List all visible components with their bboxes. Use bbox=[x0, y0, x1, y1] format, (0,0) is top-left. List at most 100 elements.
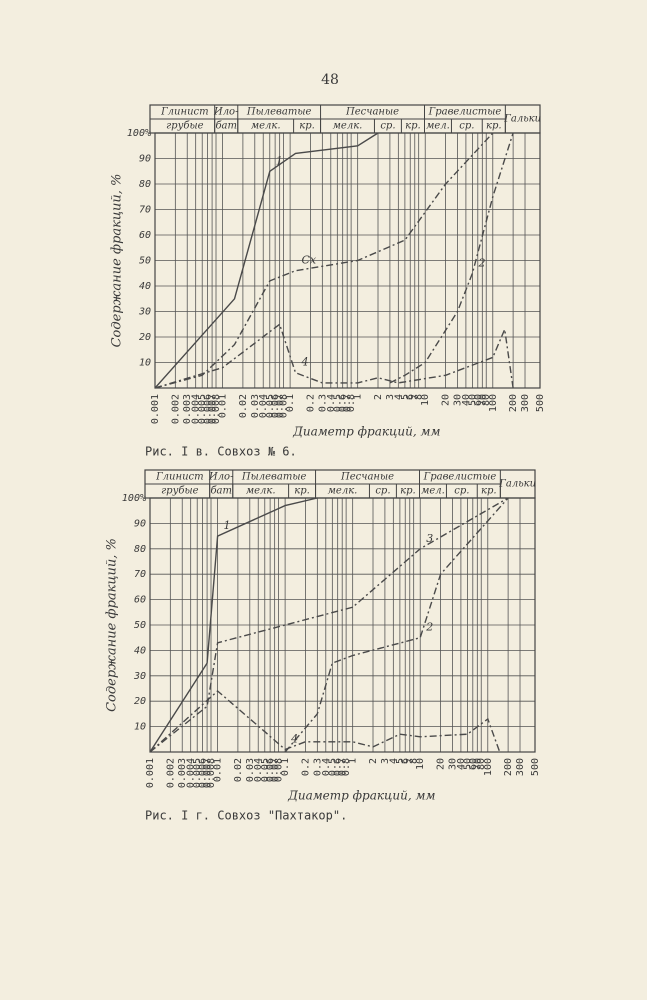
y-tick-label: 70 bbox=[134, 569, 146, 580]
x-tick-label: 0.008 bbox=[211, 394, 222, 424]
x-tick-label: 0.006 bbox=[203, 394, 214, 424]
x-tick-label: 3 bbox=[380, 758, 391, 764]
header-sub: ср. bbox=[380, 121, 395, 132]
x-tick-label: 30 bbox=[447, 758, 458, 770]
x-tick-label: 80 bbox=[481, 394, 492, 406]
x-tick-label: 0.4 bbox=[321, 758, 332, 776]
header-group: Глинист bbox=[155, 472, 204, 483]
x-tick-label: 0.006 bbox=[198, 758, 209, 788]
x-tick-label: 10 bbox=[415, 758, 426, 770]
x-tick-label: 6 bbox=[400, 758, 411, 764]
x-tick-label: 0.02 bbox=[233, 758, 244, 782]
series-label: 4 bbox=[300, 356, 308, 369]
x-tick-label: 100 bbox=[488, 394, 499, 412]
x-tick-label: 0.4 bbox=[326, 394, 337, 412]
series-line bbox=[284, 497, 509, 753]
header-sub: кр. bbox=[400, 486, 416, 497]
series-label: 3 bbox=[426, 532, 433, 545]
x-tick-label: 300 bbox=[515, 758, 526, 776]
x-tick-label: 0.06 bbox=[265, 758, 276, 782]
header-sub: кр. bbox=[481, 486, 497, 497]
x-tick-label: 0.6 bbox=[333, 758, 344, 776]
header-group: Пылеватые bbox=[246, 107, 312, 118]
series-line bbox=[149, 690, 501, 753]
x-tick-label: 8 bbox=[414, 394, 425, 400]
y-tick-label: 100% bbox=[127, 128, 151, 139]
x-tick-label: 0.007 bbox=[207, 394, 218, 424]
x-tick-label: 50 bbox=[462, 758, 473, 770]
y-tick-label: 100% bbox=[122, 493, 146, 504]
series-line bbox=[154, 132, 379, 389]
series-line bbox=[149, 497, 318, 753]
header-sub: бат bbox=[210, 486, 232, 497]
x-tick-label: 70 bbox=[472, 758, 483, 770]
x-tick-label: 0.3 bbox=[317, 394, 328, 412]
series-line bbox=[154, 132, 494, 389]
x-tick-label: 100 bbox=[483, 758, 494, 776]
x-tick-label: 200 bbox=[508, 394, 519, 412]
header-sub: мелк. bbox=[328, 486, 358, 497]
series-line bbox=[149, 497, 509, 753]
y-axis-label: Содержание фракций, % bbox=[110, 174, 125, 348]
series-label: 1 bbox=[276, 154, 283, 167]
header-sub: мелк. bbox=[246, 486, 276, 497]
x-tick-label: 6 bbox=[405, 394, 416, 400]
x-tick-label: 0.8 bbox=[341, 758, 352, 776]
x-tick-label: 0.06 bbox=[270, 394, 281, 418]
header-sub: ср. bbox=[375, 486, 390, 497]
x-tick-label: 2 bbox=[368, 758, 379, 764]
x-tick-label: 0.08 bbox=[279, 394, 290, 418]
y-tick-label: 30 bbox=[133, 671, 146, 682]
x-tick-label: 0.07 bbox=[270, 758, 281, 782]
y-tick-label: 80 bbox=[139, 179, 151, 190]
x-tick-label: 0.08 bbox=[274, 758, 285, 782]
caption: Рис. I г. Совхоз "Пахтакор". bbox=[145, 809, 347, 823]
y-tick-label: 50 bbox=[139, 256, 151, 267]
x-tick-label: 40 bbox=[456, 758, 467, 770]
y-tick-label: 60 bbox=[134, 595, 146, 606]
x-tick-label: 0.2 bbox=[305, 394, 316, 412]
series-label: 4 bbox=[290, 732, 298, 745]
x-tick-label: 0.6 bbox=[338, 394, 349, 412]
x-tick-label: 0.004 bbox=[191, 394, 202, 424]
plot-frame bbox=[149, 497, 536, 753]
x-tick-label: 0.7 bbox=[342, 394, 353, 412]
y-tick-label: 50 bbox=[134, 620, 146, 631]
x-tick-label: 0.003 bbox=[182, 394, 193, 424]
header-sub: мел. bbox=[426, 121, 450, 132]
y-tick-label: 40 bbox=[139, 281, 151, 292]
x-tick-label: 0.05 bbox=[260, 758, 271, 782]
x-tick-label: 7 bbox=[410, 394, 421, 400]
header-group: Песчаные bbox=[340, 472, 394, 483]
x-tick-label: 0.007 bbox=[202, 758, 213, 788]
header-sub: бат bbox=[215, 121, 237, 132]
y-tick-label: 60 bbox=[139, 230, 151, 241]
x-tick-label: 1 bbox=[353, 394, 364, 400]
x-tick-label: 0.005 bbox=[197, 394, 208, 424]
y-tick-label: 90 bbox=[134, 518, 146, 529]
x-tick-label: 1 bbox=[348, 758, 359, 764]
header-sub: грубые bbox=[161, 486, 199, 497]
y-axis-label: Содержание фракций, % bbox=[105, 538, 120, 712]
x-tick-label: 0.8 bbox=[346, 394, 357, 412]
x-tick-label: 0.004 bbox=[186, 758, 197, 788]
x-tick-label: 0.5 bbox=[332, 394, 343, 412]
series-label: 1 bbox=[224, 519, 231, 532]
plot-frame bbox=[154, 132, 541, 389]
series-label: Сх bbox=[301, 254, 316, 267]
x-tick-label: 0.07 bbox=[275, 394, 286, 418]
x-tick-label: 10 bbox=[420, 394, 431, 406]
x-tick-label: 30 bbox=[452, 394, 463, 406]
x-tick-label: 60 bbox=[473, 394, 484, 406]
x-tick-label: 500 bbox=[535, 394, 546, 412]
x-axis-label: Диаметр фракций, мм bbox=[292, 425, 440, 439]
x-tick-label: 8 bbox=[409, 758, 420, 764]
x-tick-label: 0.001 bbox=[145, 758, 156, 788]
x-tick-label: 0.03 bbox=[250, 394, 261, 418]
y-tick-label: 30 bbox=[138, 307, 151, 318]
x-tick-label: 4 bbox=[393, 394, 404, 400]
y-tick-label: 10 bbox=[139, 358, 151, 369]
series-label: 2 bbox=[425, 621, 433, 634]
x-tick-label: 300 bbox=[520, 394, 531, 412]
header-sub: кр. bbox=[299, 121, 315, 132]
